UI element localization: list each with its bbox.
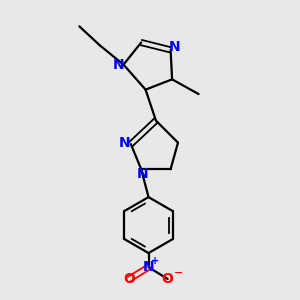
Text: N: N — [169, 40, 181, 54]
Text: O: O — [124, 272, 135, 286]
Text: +: + — [151, 256, 159, 266]
Text: N: N — [112, 58, 124, 72]
Text: N: N — [119, 136, 131, 150]
Text: O: O — [162, 272, 174, 286]
Text: N: N — [137, 167, 148, 182]
Text: −: − — [174, 268, 184, 278]
Text: N: N — [143, 260, 154, 274]
